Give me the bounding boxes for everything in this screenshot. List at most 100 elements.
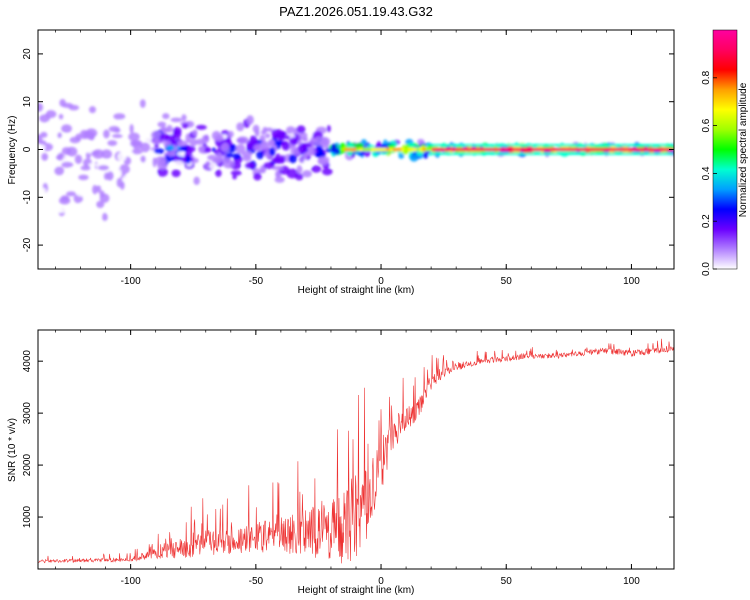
spectrogram-cell	[422, 152, 429, 159]
spectrogram-cell	[299, 132, 308, 140]
spectrogram-cell	[170, 117, 183, 123]
spectrogram-cell	[302, 170, 312, 178]
spectrogram-cell	[66, 191, 76, 197]
spectrogram-cell	[147, 187, 153, 197]
spectrogram-cell	[172, 127, 182, 135]
spectrogram-cell	[144, 124, 157, 133]
spectrogram-cell	[166, 144, 175, 151]
spectrogram-cell	[157, 121, 167, 128]
spectrogram-cell	[162, 113, 170, 120]
spectrogram-cell	[129, 124, 134, 134]
spectrogram-cell	[346, 150, 353, 156]
spectrogram-y-tick-label: -10	[22, 190, 33, 205]
spectrogram-cell	[215, 169, 222, 177]
spectrogram-cell	[286, 168, 299, 179]
spectrogram-cell	[82, 192, 92, 198]
spectrogram-cell	[39, 114, 51, 123]
colorbar-gradient	[712, 29, 738, 270]
spectrogram-cell	[214, 134, 225, 142]
spectrogram-y-tick-label: 10	[22, 96, 33, 108]
spectrogram-cell	[55, 206, 68, 214]
colorbar-label: Normalized spectral amplitude	[738, 82, 749, 217]
spectrogram-x-tick-label: -100	[121, 276, 141, 287]
spectrogram-cell	[151, 222, 157, 232]
spectrogram-cell	[78, 202, 84, 211]
spectrogram-cell	[92, 184, 98, 195]
spectrogram-cell	[204, 147, 212, 153]
spectrogram-cell	[177, 145, 189, 152]
spectrogram-cell	[54, 147, 61, 155]
spectrogram-cell	[89, 202, 95, 210]
spectrogram-cell	[88, 162, 97, 167]
spectrogram-cell	[246, 115, 254, 125]
spectrogram-cell	[296, 125, 306, 134]
spectrogram-cell	[111, 133, 123, 139]
spectrogram-cell	[223, 158, 235, 169]
spectrogram-cell	[148, 97, 153, 105]
spectrogram-cell	[398, 152, 405, 159]
spectrogram-cell	[249, 135, 257, 143]
spectrogram-cell	[157, 162, 168, 170]
spectrogram-cell	[288, 154, 297, 164]
spectrogram-cell	[131, 140, 143, 147]
spectrogram-cell	[321, 136, 328, 142]
colorbar-tick-label: 0.8	[701, 70, 712, 84]
snr-y-tick-label: 4000	[22, 350, 33, 373]
colorbar-tick-label: 0.0	[701, 262, 712, 276]
spectrogram-cell	[103, 159, 112, 165]
spectrogram-cell	[102, 212, 108, 222]
spectrogram-cell	[47, 119, 52, 129]
snr-line	[38, 338, 674, 564]
spectrogram-cell	[96, 200, 105, 209]
spectrogram-cell	[271, 157, 282, 163]
spectrogram-cell	[375, 143, 381, 148]
spectrogram-cell	[207, 154, 217, 161]
spectrogram-x-tick-label: 50	[501, 276, 513, 287]
snr-y-label: SNR (10 * v/v)	[7, 418, 18, 482]
spectrogram-cell	[88, 70, 96, 79]
spectrogram-cell	[259, 168, 266, 174]
spectrogram-cell	[236, 136, 249, 144]
spectrogram-cell	[112, 94, 122, 100]
spectrogram-cell	[58, 113, 64, 120]
snr-series	[38, 338, 674, 564]
spectrogram-cell	[166, 151, 175, 157]
spectrogram-cell	[153, 148, 165, 155]
spectrogram-cell	[119, 224, 127, 233]
spectrogram-cell	[96, 185, 102, 193]
spectrogram-cell	[211, 147, 217, 153]
spectrogram-cell	[99, 115, 111, 122]
spectrogram-x-label: Height of straight line (km)	[298, 285, 415, 296]
snr-y-ticks: 1000 2000 3000 4000	[22, 350, 674, 528]
spectrogram-cell	[157, 167, 169, 177]
spectrogram-y-ticks: -20 -10 0 10 20	[22, 48, 674, 252]
spectrogram-cell	[139, 99, 146, 108]
spectrogram-cell	[140, 142, 151, 153]
snr-y-tick-label: 2000	[22, 454, 33, 477]
figure-title: PAZ1.2026.051.19.43.G32	[279, 4, 433, 19]
spectrogram-cell	[271, 165, 284, 171]
spectrogram-cell	[38, 202, 43, 213]
spectrogram-cell	[166, 124, 173, 133]
snr-panel: -100 -50 0 50 100 1000 2000 3000 4000 Height of…	[7, 329, 675, 596]
spectrogram-cell	[119, 129, 125, 135]
spectrogram-cell	[225, 153, 235, 158]
spectrogram-cell	[67, 178, 72, 185]
spectrogram-cell	[172, 160, 184, 167]
spectrogram-x-tick-label: 100	[623, 276, 640, 287]
spectrogram-cell	[177, 151, 186, 157]
spectrogram-cell	[116, 177, 123, 188]
spectrogram-cell	[57, 152, 64, 161]
spectrogram-cell	[171, 169, 181, 178]
spectrogram-cell	[195, 124, 207, 130]
snr-x-label: Height of straight line (km)	[298, 585, 415, 596]
spectrogram-cell	[140, 155, 146, 163]
spectrogram-cell	[107, 140, 118, 146]
spectrogram-cell	[233, 152, 241, 160]
spectrogram-cell	[38, 140, 47, 145]
spectrogram-cell	[253, 172, 262, 181]
spectrogram-cell	[114, 163, 121, 170]
spectrogram-cell	[57, 132, 63, 139]
spectrogram-cell	[78, 174, 89, 181]
spectrogram-cell	[220, 142, 230, 153]
